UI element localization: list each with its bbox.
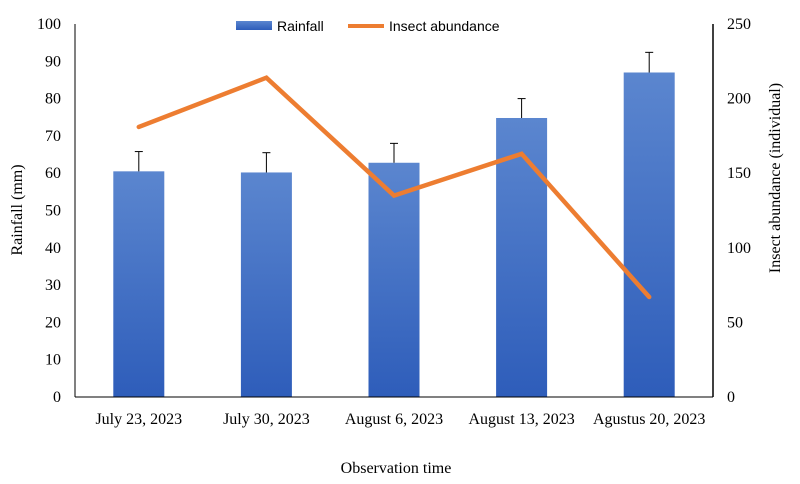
rainfall-bar [623,72,675,398]
left-axis-tick-label: 70 [45,128,61,145]
right-axis-tick-label: 0 [727,389,735,406]
right-axis-tick-label: 50 [727,314,743,331]
right-axis-tick-label: 250 [727,16,751,33]
right-axis-tick-label: 100 [727,240,751,257]
rainfall-bar [240,172,292,397]
x-axis-tick-label: July 23, 2023 [95,411,182,428]
rainfall-bar [496,117,548,397]
left-axis-tick-label: 40 [45,240,61,257]
legend: Rainfall Insect abundance [236,18,500,34]
rainfall-bars [113,72,675,398]
left-axis-tick-label: 20 [45,314,61,331]
left-axis-tick-label: 100 [37,16,61,33]
x-axis-title: Observation time [341,460,452,477]
legend-insect-label: Insect abundance [389,18,500,34]
x-axis-tick-label: Agustus 20, 2023 [593,411,705,428]
x-axis-tick-label: July 30, 2023 [223,411,310,428]
x-axis-tick-label: August 6, 2023 [345,411,443,428]
right-axis-ticks: 0 50 100 150 200 250 [727,16,751,406]
left-axis-title: Rainfall (mm) [9,164,26,255]
left-axis-tick-label: 80 [45,91,61,108]
x-axis-ticks: July 23, 2023 July 30, 2023 August 6, 2023… [95,411,705,428]
left-axis-tick-label: 0 [53,389,61,406]
right-axis-tick-label: 150 [727,165,751,182]
left-axis-ticks: 0 10 20 30 40 50 60 70 80 90 100 [37,16,61,406]
legend-rainfall-label: Rainfall [277,18,324,34]
right-axis-title: Insect abundance (individual) [767,83,784,273]
left-axis-tick-label: 90 [45,53,61,70]
x-axis-tick-label: August 13, 2023 [468,411,574,428]
error-bars [134,51,654,173]
left-axis-tick-label: 30 [45,277,61,294]
left-axis-tick-label: 60 [45,165,61,182]
left-axis-tick-label: 10 [45,352,61,369]
rainfall-bar [368,162,420,397]
right-axis-tick-label: 200 [727,91,751,108]
rainfall-bar [113,171,165,397]
left-axis-tick-label: 50 [45,203,61,220]
insect-abundance-line [136,75,652,300]
legend-rainfall-swatch [236,21,272,30]
insect-line-layer [136,75,652,300]
